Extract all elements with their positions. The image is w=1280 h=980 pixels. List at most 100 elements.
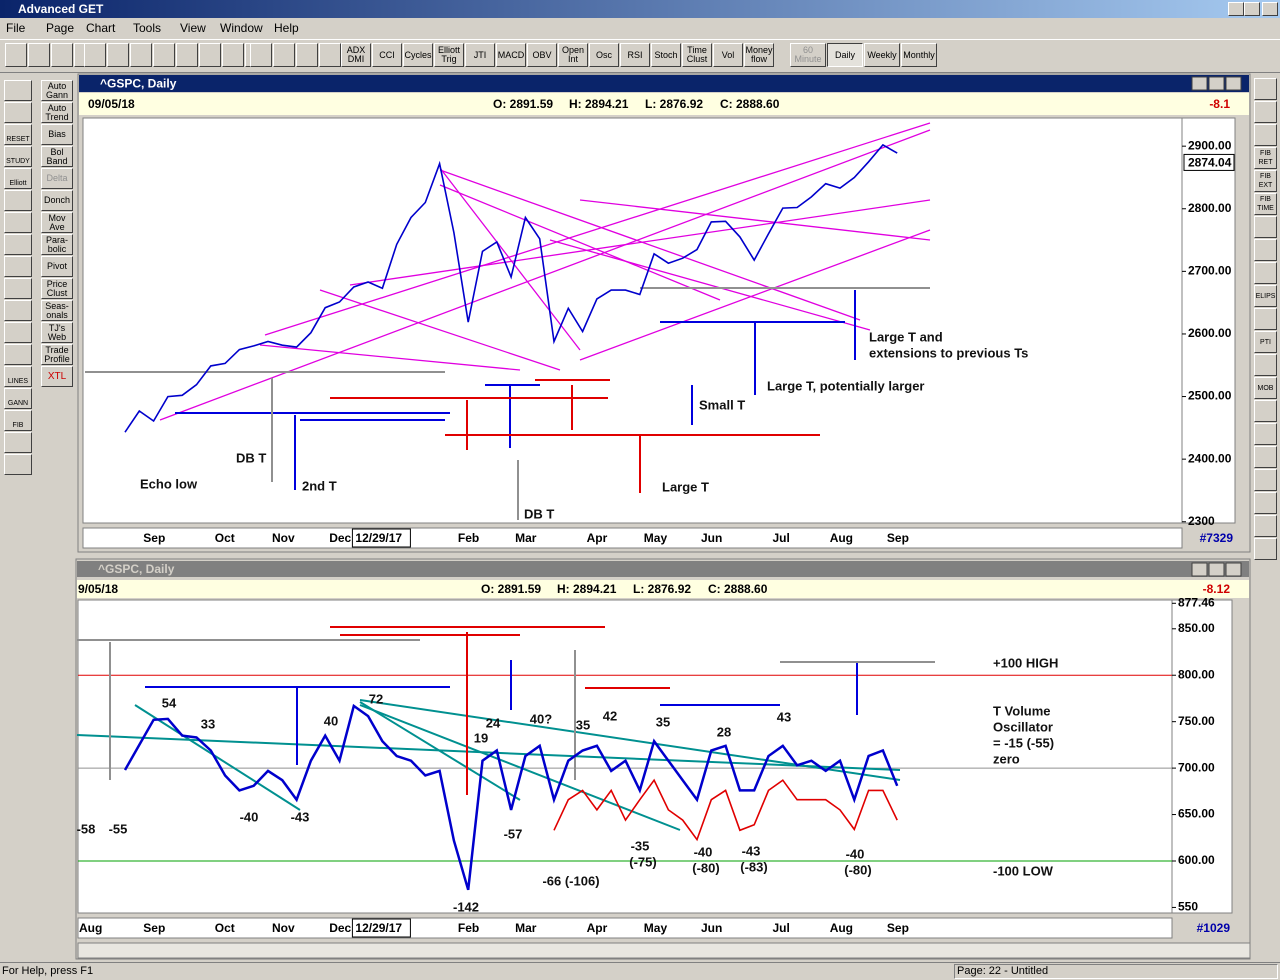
tool-icon[interactable]: ELIPS — [1254, 285, 1277, 307]
menu-item[interactable]: Chart — [86, 21, 116, 35]
close[interactable] — [1262, 2, 1278, 16]
tool-icon[interactable] — [4, 80, 32, 101]
tool-button[interactable]: Para-bolic — [41, 234, 73, 255]
tool-icon[interactable] — [1254, 492, 1277, 514]
tool-icon[interactable] — [4, 212, 32, 233]
tool-icon[interactable]: FIB — [4, 410, 32, 431]
study-button[interactable]: ADX DMI — [341, 43, 371, 67]
tool-button[interactable]: Bol Band — [41, 146, 73, 167]
tool-icon[interactable] — [1254, 101, 1277, 123]
tool-icon[interactable]: PTI — [1254, 331, 1277, 353]
tool-icon[interactable]: RESET — [4, 124, 32, 145]
tool-button[interactable]: Mov Ave — [41, 212, 73, 233]
icon-button[interactable] — [51, 43, 73, 67]
window-title: ^GSPC, Daily — [98, 562, 175, 576]
tool-button[interactable]: Seas-onals — [41, 300, 73, 321]
icon-button[interactable] — [250, 43, 272, 67]
study-button[interactable]: JTI — [465, 43, 495, 67]
tool-icon[interactable] — [4, 322, 32, 343]
tool-icon[interactable] — [1254, 308, 1277, 330]
study-button[interactable]: CCI — [372, 43, 402, 67]
tool-icon[interactable] — [1254, 446, 1277, 468]
period-button[interactable]: Weekly — [864, 43, 900, 67]
tool-icon[interactable] — [4, 344, 32, 365]
study-button[interactable]: Time Clust — [682, 43, 712, 67]
tool-button[interactable]: TJ's Web — [41, 322, 73, 343]
tool-button[interactable]: Bias — [41, 124, 73, 145]
info-value: O: 2891.59 — [493, 97, 553, 111]
tool-icon[interactable] — [1254, 124, 1277, 146]
drawn-line — [349, 199, 931, 286]
icon-button[interactable] — [84, 43, 106, 67]
tool-icon[interactable] — [1254, 354, 1277, 376]
menu-item[interactable]: Page — [46, 21, 75, 35]
tool-icon[interactable] — [4, 256, 32, 277]
period-button[interactable]: Daily — [827, 43, 863, 67]
icon-button[interactable] — [222, 43, 244, 67]
tool-button[interactable]: Auto Trend — [41, 102, 73, 123]
tool-icon[interactable] — [1254, 423, 1277, 445]
tool-icon[interactable]: FIB TIME — [1254, 193, 1277, 215]
tool-icon[interactable]: STUDY — [4, 146, 32, 167]
icon-button[interactable] — [107, 43, 129, 67]
icon-button[interactable] — [296, 43, 318, 67]
tool-icon[interactable] — [1254, 400, 1277, 422]
minimize[interactable] — [1228, 2, 1244, 16]
icon-button[interactable] — [153, 43, 175, 67]
menu-item[interactable]: Tools — [133, 21, 162, 35]
maximize[interactable] — [1244, 2, 1260, 16]
tool-icon[interactable]: MOB — [1254, 377, 1277, 399]
period-button[interactable]: Monthly — [901, 43, 937, 67]
tool-icon[interactable] — [4, 454, 32, 475]
study-button[interactable]: Stoch — [651, 43, 681, 67]
tool-icon[interactable]: FIB EXT — [1254, 170, 1277, 192]
tool-button[interactable]: Donch — [41, 190, 73, 211]
period-button[interactable]: 60 Minute — [790, 43, 826, 67]
menu-item[interactable]: View — [180, 21, 206, 35]
study-button[interactable]: Vol — [713, 43, 743, 67]
tool-icon[interactable] — [1254, 216, 1277, 238]
study-button[interactable]: Cycles — [403, 43, 433, 67]
tool-icon[interactable]: FIB RET — [1254, 147, 1277, 169]
icon-button[interactable] — [176, 43, 198, 67]
tool-icon[interactable] — [1254, 262, 1277, 284]
study-button[interactable]: MACD — [496, 43, 526, 67]
tool-icon[interactable] — [1254, 538, 1277, 560]
tool-button[interactable]: XTL — [41, 366, 73, 387]
icon-button[interactable] — [199, 43, 221, 67]
tool-icon[interactable] — [4, 432, 32, 453]
icon-button[interactable] — [5, 43, 27, 67]
study-button[interactable]: Money flow — [744, 43, 774, 67]
tool-icon[interactable] — [4, 234, 32, 255]
study-button[interactable]: RSI — [620, 43, 650, 67]
tool-button[interactable]: Trade Profile — [41, 344, 73, 365]
tool-icon[interactable] — [4, 102, 32, 123]
tool-button[interactable]: Delta — [41, 168, 73, 189]
icon-button[interactable] — [130, 43, 152, 67]
tool-button[interactable]: Auto Gann — [41, 80, 73, 101]
tool-icon[interactable]: Elliott — [4, 168, 32, 189]
tool-icon[interactable]: GANN — [4, 388, 32, 409]
icon-button[interactable] — [28, 43, 50, 67]
tool-icon[interactable]: LINES — [4, 366, 32, 387]
study-button[interactable]: Osc — [589, 43, 619, 67]
tool-icon[interactable] — [1254, 78, 1277, 100]
study-button[interactable]: OBV — [527, 43, 557, 67]
tool-icon[interactable] — [4, 190, 32, 211]
tool-button[interactable]: Pivot — [41, 256, 73, 277]
study-button[interactable]: Elliott Trig — [434, 43, 464, 67]
icon-button[interactable] — [273, 43, 295, 67]
tool-icon[interactable] — [1254, 515, 1277, 537]
annotation: (-80) — [844, 862, 871, 877]
menu-item[interactable]: File — [6, 21, 26, 35]
tool-icon[interactable] — [1254, 469, 1277, 491]
tool-icon[interactable] — [1254, 239, 1277, 261]
tool-icon[interactable] — [4, 300, 32, 321]
menu-item[interactable]: Window — [220, 21, 263, 35]
tool-icon[interactable] — [4, 278, 32, 299]
icon-button[interactable] — [319, 43, 341, 67]
study-button[interactable]: Open Int — [558, 43, 588, 67]
tool-button[interactable]: Price Clust — [41, 278, 73, 299]
menu-item[interactable]: Help — [274, 21, 299, 35]
